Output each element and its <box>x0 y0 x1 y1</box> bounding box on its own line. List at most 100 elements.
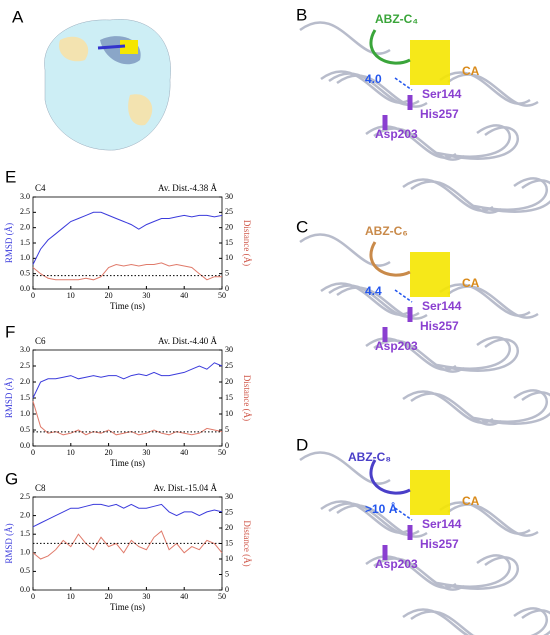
ligand-chain <box>369 459 411 495</box>
ligand-chain <box>369 241 411 277</box>
ribbon <box>436 336 511 370</box>
line-chart: EC4 Av. Dist.-4.38 Å0 10 20 30 40 500.00.51.01… <box>4 167 252 311</box>
distance-line <box>394 507 413 521</box>
protein-surface <box>44 19 171 151</box>
x-tick-label: 10 <box>67 448 75 457</box>
data-line <box>32 530 223 560</box>
ligand-label: ABZ-C₄ <box>375 12 418 26</box>
data-line <box>32 262 222 281</box>
residue-label: Asp203 <box>375 127 418 141</box>
ribbon <box>444 338 519 372</box>
y-tick-label: 0.0 <box>20 284 30 293</box>
ribbon <box>473 177 548 211</box>
ribbon <box>320 500 412 534</box>
y-tick-label: 1.5 <box>20 393 30 402</box>
ribbon <box>320 282 412 316</box>
y2-tick-label: 25 <box>225 207 233 216</box>
y2-tick-label: 0 <box>225 585 229 594</box>
data-line <box>32 401 223 436</box>
panel-label: D <box>296 435 308 454</box>
panel-label: C <box>296 217 308 236</box>
annotation: Av. Dist.-15.04 Å <box>154 483 218 493</box>
x-tick-label: 0 <box>31 448 35 457</box>
y-tick-label: 2.5 <box>20 207 30 216</box>
ribbon <box>299 451 391 485</box>
y2-tick-label: 30 <box>225 492 233 501</box>
ribbon <box>444 126 519 160</box>
panel-label: B <box>296 5 307 24</box>
y2-tick-label: 30 <box>225 345 233 354</box>
protein-structure <box>299 233 550 426</box>
ribbon <box>444 556 519 590</box>
x-tick-label: 0 <box>31 592 35 601</box>
ribbon <box>521 609 550 635</box>
ribbon <box>320 70 412 104</box>
x-tick-label: 10 <box>67 291 75 300</box>
residue-label: His257 <box>420 537 459 551</box>
annotation: Av. Dist.-4.38 Å <box>158 183 217 193</box>
ca-label: CA <box>462 64 480 78</box>
y2-tick-label: 10 <box>225 253 233 262</box>
y-tick-label: 1.0 <box>20 253 30 262</box>
ribbon <box>402 608 470 635</box>
ribbon <box>439 501 531 535</box>
residue-label: Asp203 <box>375 557 418 571</box>
y2-tick-label: 5 <box>225 569 229 578</box>
x-tick-label: 50 <box>218 448 226 457</box>
residue-label: Asp203 <box>375 339 418 353</box>
y2-axis-label: Distance (Å) <box>242 220 252 266</box>
y-axis-label: RMSD (Å) <box>4 523 14 563</box>
y-axis-label: RMSD (Å) <box>4 223 14 263</box>
y2-tick-label: 20 <box>225 377 233 386</box>
ligand-ca <box>410 470 450 515</box>
y-tick-label: 0.5 <box>20 268 30 277</box>
x-axis-label: Time (ns) <box>110 458 145 468</box>
residues <box>382 307 413 342</box>
ribbon <box>365 125 457 159</box>
y-tick-label: 3.0 <box>20 345 30 354</box>
line-chart: F C6 Av. Dist.-4.40 Å0 10 20 30 40 500.00.51.01… <box>4 322 252 468</box>
data-line <box>32 362 223 399</box>
residues <box>382 95 413 130</box>
x-tick-label: 20 <box>105 448 113 457</box>
y2-tick-label: 0 <box>225 284 229 293</box>
residue-label: Ser144 <box>422 517 462 531</box>
chart-title: C6 <box>35 336 46 346</box>
residue-label: His257 <box>420 107 459 121</box>
y2-tick-label: 5 <box>225 268 229 277</box>
y-tick-label: 2.5 <box>20 492 30 501</box>
ribbon <box>365 337 457 371</box>
ribbon <box>447 503 539 537</box>
ligand-ca <box>410 40 450 85</box>
ribbon <box>439 71 531 105</box>
residue-label: Ser144 <box>422 299 462 313</box>
chart-title: C4 <box>35 183 46 193</box>
y-tick-label: 2.0 <box>20 377 30 386</box>
panel-label: G <box>5 469 18 488</box>
ribbon <box>436 124 511 158</box>
y-tick-label: 3.0 <box>20 192 30 201</box>
ribbon <box>436 554 511 588</box>
y-tick-label: 1.0 <box>20 548 30 557</box>
y2-tick-label: 25 <box>225 361 233 370</box>
distance-line <box>394 289 413 303</box>
x-tick-label: 30 <box>142 291 150 300</box>
y2-tick-label: 0 <box>225 441 229 450</box>
ca-label: CA <box>462 494 480 508</box>
line-chart: G C8 Av. Dist.-15.04 Å0 10 20 30 40 500.00.51.0… <box>4 469 252 612</box>
y2-tick-label: 15 <box>225 393 233 402</box>
ribbon <box>474 607 548 635</box>
ribbon <box>336 286 428 320</box>
x-axis-label: Time (ns) <box>110 301 145 311</box>
protein-structure <box>299 451 550 635</box>
ribbon <box>336 504 428 538</box>
panel-label: A <box>12 7 24 26</box>
ribbon <box>410 610 475 635</box>
y2-tick-label: 20 <box>225 523 233 532</box>
x-tick-label: 50 <box>218 291 226 300</box>
x-tick-label: 0 <box>31 291 35 300</box>
y2-tick-label: 15 <box>225 238 233 247</box>
residue-label: His257 <box>420 319 459 333</box>
y-tick-label: 2.0 <box>20 222 30 231</box>
y2-axis-label: Distance (Å) <box>242 375 252 421</box>
